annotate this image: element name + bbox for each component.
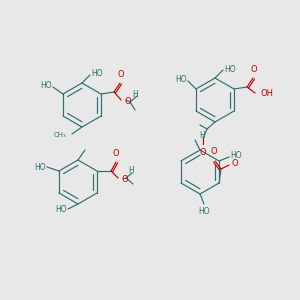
Text: HO: HO: [175, 76, 187, 85]
Text: HO: HO: [198, 207, 210, 216]
Text: H: H: [199, 131, 205, 140]
Text: O: O: [118, 70, 124, 79]
Text: O: O: [231, 160, 238, 169]
Text: H: H: [128, 166, 134, 175]
Text: O: O: [211, 147, 218, 156]
Text: HO: HO: [56, 206, 67, 214]
Text: O: O: [113, 149, 119, 158]
Text: O: O: [200, 148, 206, 157]
Text: O: O: [121, 175, 128, 184]
Text: CH₃: CH₃: [53, 132, 66, 138]
Text: HO: HO: [224, 64, 236, 74]
Text: HO: HO: [91, 70, 103, 79]
Text: O: O: [124, 98, 131, 106]
Text: O: O: [251, 65, 257, 74]
Text: OH: OH: [260, 89, 273, 98]
Text: HO: HO: [230, 152, 242, 160]
Text: H: H: [132, 90, 138, 99]
Text: HO: HO: [34, 163, 46, 172]
Text: HO: HO: [40, 82, 52, 91]
